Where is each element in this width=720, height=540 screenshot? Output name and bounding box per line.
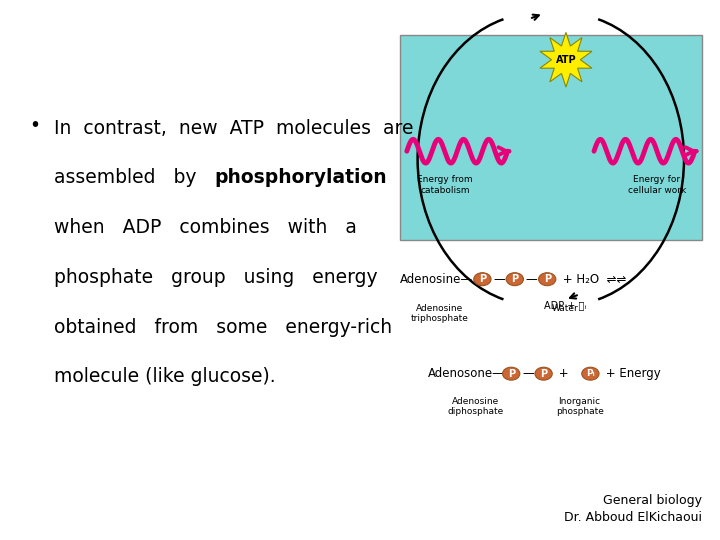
Text: assembled   by: assembled by [54, 168, 215, 187]
Text: P: P [544, 274, 551, 284]
Polygon shape [540, 32, 592, 87]
Text: Water: Water [552, 304, 579, 313]
Text: P: P [479, 274, 486, 284]
Text: P: P [511, 274, 518, 284]
Circle shape [503, 367, 520, 380]
Text: phosphate   group   using   energy: phosphate group using energy [54, 268, 377, 287]
Text: General biology
Dr. Abboud ElKichaoui: General biology Dr. Abboud ElKichaoui [564, 494, 702, 524]
Text: —: — [526, 273, 537, 286]
Text: Adenosine
triphosphate: Adenosine triphosphate [410, 304, 468, 323]
Text: Energy for
cellular work: Energy for cellular work [628, 176, 685, 195]
Text: In  contrast,  new  ATP  molecules  are: In contrast, new ATP molecules are [54, 119, 413, 138]
Text: +: + [555, 367, 572, 380]
Text: Adenosone—: Adenosone— [428, 367, 505, 380]
Text: + Energy: + Energy [602, 367, 661, 380]
Text: P: P [540, 369, 547, 379]
Text: molecule (like glucose).: molecule (like glucose). [54, 367, 276, 386]
Text: phosphorylation: phosphorylation [215, 168, 387, 187]
FancyBboxPatch shape [400, 35, 702, 240]
Text: Adenosine
diphosphate: Adenosine diphosphate [447, 397, 503, 416]
Text: + H₂O  ⇌⇌: + H₂O ⇌⇌ [559, 273, 626, 286]
Circle shape [582, 367, 599, 380]
Circle shape [535, 367, 552, 380]
Text: ATP: ATP [556, 55, 576, 65]
Text: —: — [493, 273, 505, 286]
Text: Pᵢ: Pᵢ [586, 369, 595, 378]
Circle shape [539, 273, 556, 286]
Circle shape [474, 273, 491, 286]
Text: Energy from
catabolism: Energy from catabolism [417, 176, 473, 195]
Text: P: P [508, 369, 515, 379]
Text: when   ADP   combines   with   a: when ADP combines with a [54, 218, 357, 237]
Text: ADP + Ⓟᵢ: ADP + Ⓟᵢ [544, 300, 586, 310]
Text: Adenosine—: Adenosine— [400, 273, 473, 286]
Text: Inorganic
phosphate: Inorganic phosphate [556, 397, 603, 416]
Text: obtained   from   some   energy-rich: obtained from some energy-rich [54, 318, 392, 336]
Text: •: • [29, 116, 40, 135]
Circle shape [506, 273, 523, 286]
Text: —: — [522, 367, 534, 380]
